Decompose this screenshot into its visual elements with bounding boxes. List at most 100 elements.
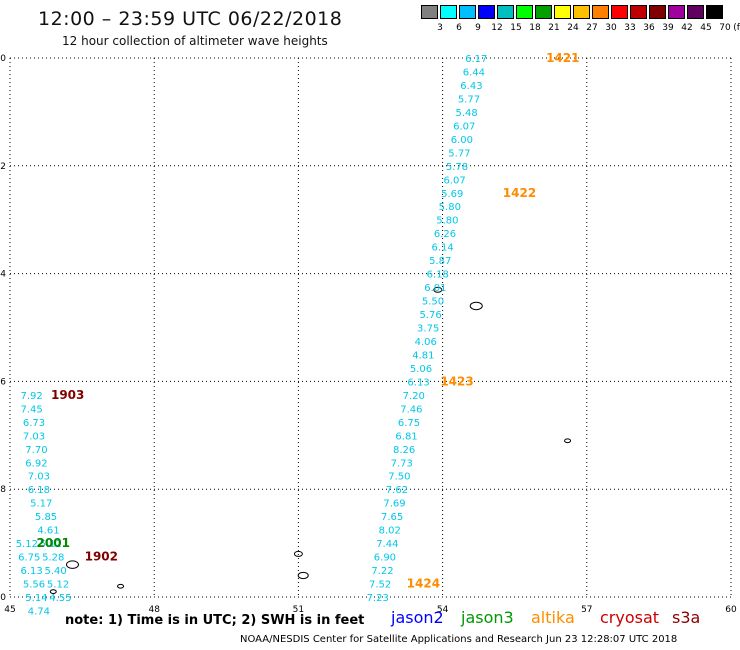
island-outline xyxy=(117,583,125,589)
legend-swatch-4 xyxy=(497,5,514,19)
wave-height-value: 5.48 xyxy=(456,108,478,119)
legend-label-5: 18 xyxy=(529,23,541,33)
wave-height-value: 4.74 xyxy=(28,606,50,617)
legend-swatch-11 xyxy=(630,5,647,19)
legend-label-7: 24 xyxy=(567,23,579,33)
legend-label-11: 36 xyxy=(643,23,655,33)
wave-height-value: 8.26 xyxy=(393,445,415,456)
legend-swatch-14 xyxy=(687,5,704,19)
wave-height-value: 7.46 xyxy=(400,404,422,415)
wave-height-value: 7.73 xyxy=(391,458,413,469)
wave-height-value: 5.40 xyxy=(45,566,67,577)
x-tick-label: 60 xyxy=(725,605,737,615)
y-tick-label: −4 xyxy=(0,270,6,280)
legend-label-0: 3 xyxy=(437,23,443,33)
wave-height-value: 6.00 xyxy=(451,135,473,146)
wave-height-value: 5.77 xyxy=(448,148,470,159)
wave-height-value: 7.92 xyxy=(20,391,42,402)
legend-label-12: 39 xyxy=(662,23,674,33)
legend-swatch-0 xyxy=(421,5,438,19)
legend-swatch-9 xyxy=(592,5,609,19)
satellite-s3a: s3a xyxy=(672,608,701,627)
wave-height-value: 4.55 xyxy=(49,593,71,604)
legend-unit-label: (ft) xyxy=(733,23,740,33)
x-tick-label: 48 xyxy=(148,605,160,615)
wave-height-value: 7.52 xyxy=(369,580,391,591)
wave-height-value: 5.28 xyxy=(42,553,64,564)
page-subtitle: 12 hour collection of altimeter wave hei… xyxy=(62,34,328,48)
wave-height-value: 6.18 xyxy=(28,485,50,496)
legend-swatch-12 xyxy=(649,5,666,19)
wave-height-value: 7.45 xyxy=(20,404,42,415)
wave-height-value: 5.06 xyxy=(410,364,432,375)
wave-height-value: 7.50 xyxy=(388,472,410,483)
legend-label-4: 15 xyxy=(510,23,522,33)
satellite-altika: altika xyxy=(531,608,575,627)
wave-height-value: 7.69 xyxy=(383,499,405,510)
wave-height-value: 6.13 xyxy=(407,377,429,388)
wave-height-value: 6.01 xyxy=(424,283,446,294)
legend-swatch-5 xyxy=(516,5,533,19)
island-outline xyxy=(297,571,309,580)
legend-label-6: 21 xyxy=(548,23,560,33)
y-tick-label: −2 xyxy=(0,162,6,172)
wave-height-value: 6.17 xyxy=(465,54,487,65)
legend-label-9: 30 xyxy=(605,23,617,33)
wave-height-value: 7.62 xyxy=(386,485,408,496)
wave-height-value: 6.75 xyxy=(398,418,420,429)
pass-label: 1421 xyxy=(546,51,579,65)
wave-height-value: 7.70 xyxy=(25,445,47,456)
units-note: note: 1) Time is in UTC; 2) SWH is in fe… xyxy=(65,613,365,628)
wave-height-value: 7.03 xyxy=(28,472,50,483)
legend-label-2: 9 xyxy=(475,23,481,33)
legend-label-10: 33 xyxy=(624,23,636,33)
y-tick-label: −8 xyxy=(0,485,6,495)
legend-swatch-2 xyxy=(459,5,476,19)
pass-label: 1903 xyxy=(51,388,84,402)
island-outline xyxy=(293,550,303,557)
wave-height-value: 5.14 xyxy=(25,593,47,604)
legend-label-8: 27 xyxy=(586,23,598,33)
legend-swatch-3 xyxy=(478,5,495,19)
island-outline xyxy=(469,301,483,311)
wave-height-value: 4.61 xyxy=(37,526,59,537)
pass-label: 2001 xyxy=(37,536,70,550)
pass-label: 1902 xyxy=(85,550,118,564)
wave-height-value: 6.07 xyxy=(443,175,465,186)
wave-height-value: 7.44 xyxy=(376,539,398,550)
wave-height-value: 6.44 xyxy=(463,67,485,78)
wave-height-value: 6.07 xyxy=(453,121,475,132)
wave-height-value: 5.80 xyxy=(436,216,458,227)
wave-height-value: 6.26 xyxy=(434,229,456,240)
wave-height-value: 5.17 xyxy=(30,499,52,510)
credit-footer: NOAA/NESDIS Center for Satellite Applica… xyxy=(240,634,678,645)
wave-height-value: 6.81 xyxy=(395,431,417,442)
legend-label-3: 12 xyxy=(491,23,503,33)
wave-height-value: 6.73 xyxy=(23,418,45,429)
wave-height-value: 6.13 xyxy=(20,566,42,577)
pass-label: 1424 xyxy=(407,577,440,591)
wave-height-value: 6.18 xyxy=(427,270,449,281)
y-tick-label: −6 xyxy=(0,377,6,387)
wave-height-value: 6.75 xyxy=(18,553,40,564)
y-tick-label: −10 xyxy=(0,593,6,603)
satellite-jason2: jason2 xyxy=(391,608,444,627)
wave-height-value: 6.14 xyxy=(431,243,453,254)
wave-height-value: 6.90 xyxy=(374,553,396,564)
wave-height-value: 5.56 xyxy=(23,580,45,591)
wave-height-value: 6.92 xyxy=(25,458,47,469)
wave-height-value: 5.12 xyxy=(40,539,62,550)
legend-swatch-15 xyxy=(706,5,723,19)
legend-swatch-7 xyxy=(554,5,571,19)
wave-height-value: 3.75 xyxy=(417,324,439,335)
x-tick-label: 51 xyxy=(293,605,304,615)
wave-height-value: 5.50 xyxy=(422,297,444,308)
x-tick-label: 57 xyxy=(581,605,592,615)
island-outline xyxy=(564,438,572,444)
legend-swatch-13 xyxy=(668,5,685,19)
x-tick-label: 45 xyxy=(4,605,15,615)
wave-height-value: 7.20 xyxy=(403,391,425,402)
legend-swatch-1 xyxy=(440,5,457,19)
legend-label-15: 70 xyxy=(719,23,731,33)
